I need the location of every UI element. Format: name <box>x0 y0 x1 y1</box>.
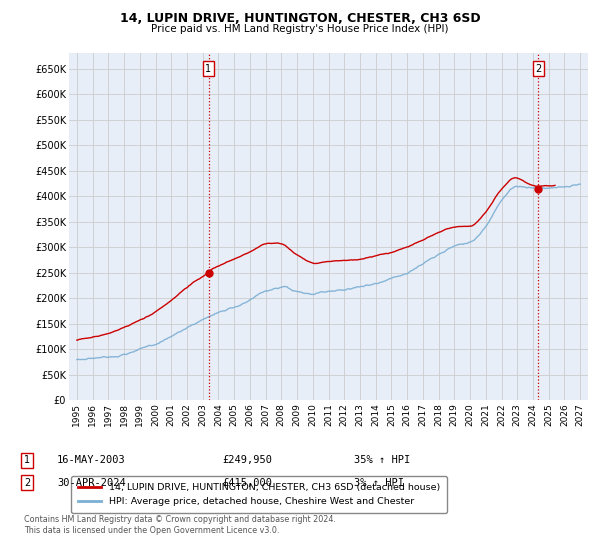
Text: 14, LUPIN DRIVE, HUNTINGTON, CHESTER, CH3 6SD: 14, LUPIN DRIVE, HUNTINGTON, CHESTER, CH… <box>119 12 481 25</box>
Text: This data is licensed under the Open Government Licence v3.0.: This data is licensed under the Open Gov… <box>24 526 280 535</box>
Text: £249,950: £249,950 <box>222 455 272 465</box>
Text: £415,000: £415,000 <box>222 478 272 488</box>
Text: 35% ↑ HPI: 35% ↑ HPI <box>354 455 410 465</box>
Text: 1: 1 <box>24 455 30 465</box>
Text: Contains HM Land Registry data © Crown copyright and database right 2024.: Contains HM Land Registry data © Crown c… <box>24 515 336 524</box>
Text: 1: 1 <box>205 64 212 74</box>
Text: Price paid vs. HM Land Registry's House Price Index (HPI): Price paid vs. HM Land Registry's House … <box>151 24 449 34</box>
Text: 2: 2 <box>535 64 541 74</box>
Text: 2: 2 <box>24 478 30 488</box>
Legend: 14, LUPIN DRIVE, HUNTINGTON, CHESTER, CH3 6SD (detached house), HPI: Average pri: 14, LUPIN DRIVE, HUNTINGTON, CHESTER, CH… <box>71 477 447 513</box>
Text: 3% ↑ HPI: 3% ↑ HPI <box>354 478 404 488</box>
Text: 30-APR-2024: 30-APR-2024 <box>57 478 126 488</box>
Text: 16-MAY-2003: 16-MAY-2003 <box>57 455 126 465</box>
